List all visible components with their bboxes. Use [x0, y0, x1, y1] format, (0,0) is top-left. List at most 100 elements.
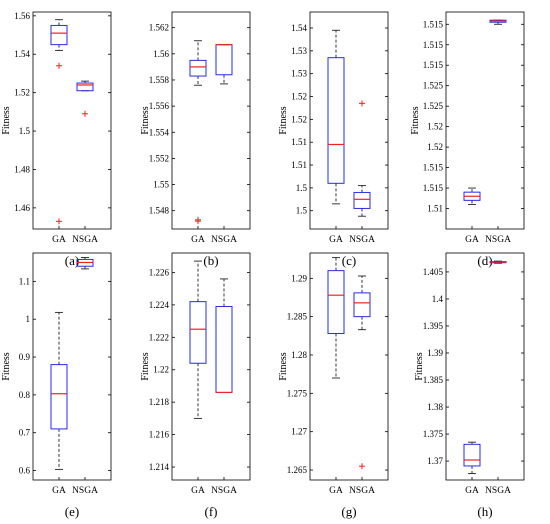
plot-frame: [32, 11, 112, 230]
outlier-marker: [359, 100, 365, 107]
box-ga: [189, 260, 207, 419]
panel-a: 1.46 1.48 1.5 1.52 1.54 1.56 Fitness GA NSGA (a): [1, 11, 112, 268]
plot-frame: [445, 252, 525, 481]
x-tick-label-ga: GA: [52, 486, 66, 496]
x-tick-label-ga: GA: [329, 486, 343, 496]
panel-e: 0.6 0.7 0.8 0.9 1 1.1 Fitness GA NSGA (e): [1, 252, 112, 519]
iqr-box: [50, 364, 68, 430]
panel-h: 1.37 1.375 1.38 1.385 1.39 1.395 1.4 1.405 Fitne…: [414, 252, 525, 519]
iqr-box: [353, 191, 371, 209]
plot-frame: [445, 11, 525, 230]
y-tick-label: 1.28: [291, 350, 307, 360]
y-tick-label: 1.515: [423, 60, 444, 70]
y-axis-label: Fitness: [410, 106, 421, 134]
y-tick-label: 1.29: [291, 273, 307, 283]
y-tick-label: 1.515: [423, 183, 444, 193]
iqr-box: [353, 292, 371, 318]
x-tick-label-nsga: NSGA: [72, 235, 98, 245]
y-tick-label: 1.548: [149, 206, 170, 216]
y-tick-label: 1.562: [149, 23, 169, 33]
plot-frame: [32, 252, 112, 481]
y-tick-label: 1.525: [423, 81, 444, 91]
iqr-box: [463, 443, 481, 467]
y-tick-label: 1.52: [427, 122, 443, 132]
panel-caption: (g): [341, 504, 356, 519]
x-tick-label-ga: GA: [329, 235, 343, 245]
y-tick-label: 1.395: [423, 321, 444, 331]
y-tick-label: 1.515: [423, 163, 444, 173]
y-tick-label: 1.226: [149, 267, 170, 277]
y-axis-label: Fitness: [1, 352, 12, 380]
y-tick-label: 1.552: [149, 153, 169, 163]
y-tick-label: 0.9: [19, 352, 31, 362]
y-tick-label: 1.37: [427, 456, 443, 466]
panel-b: 1.548 1.55 1.552 1.554 1.556 1.558 1.56 1.562 Fi…: [140, 11, 251, 268]
y-tick-label: 1.52: [291, 114, 307, 124]
y-tick-label: 1.525: [423, 101, 444, 111]
y-axis-label: Fitness: [278, 106, 289, 134]
y-tick-label: 1.27: [291, 427, 307, 437]
panel-caption: (a): [65, 253, 79, 268]
y-tick-label: 1.224: [149, 300, 170, 310]
x-tick-label-ga: GA: [465, 235, 479, 245]
y-tick-label: 1.214: [149, 462, 170, 472]
box-nsga: [76, 257, 94, 270]
y-tick-label: 1.53: [291, 46, 307, 56]
panel-caption: (d): [477, 253, 492, 268]
y-tick-label: 1.265: [287, 465, 308, 475]
y-tick-label: 1.558: [149, 75, 170, 85]
y-tick-label: 1.385: [423, 375, 444, 385]
iqr-box: [215, 44, 233, 76]
y-axis-label: Fitness: [140, 106, 151, 134]
y-tick-label: 1.39: [427, 348, 443, 358]
y-tick-label: 1.218: [149, 397, 170, 407]
iqr-box: [189, 301, 207, 364]
y-tick-label: 1.56: [153, 49, 169, 59]
y-axis-label: Fitness: [414, 352, 425, 380]
box-ga: [327, 29, 345, 205]
y-tick-label: 1.515: [423, 40, 444, 50]
x-tick-label-nsga: NSGA: [349, 486, 375, 496]
panel-f: 1.214 1.216 1.218 1.22 1.222 1.224 1.226 Fitnes…: [140, 252, 251, 519]
iqr-box: [50, 24, 68, 46]
y-tick-label: 1.405: [423, 267, 444, 277]
iqr-box: [215, 306, 233, 393]
panel-caption: (e): [65, 504, 79, 519]
panel-g: 1.265 1.27 1.275 1.28 1.285 1.29 Fitness GA NSGA…: [278, 252, 389, 519]
y-tick-label: 1.515: [423, 19, 444, 29]
y-tick-label: 1.22: [153, 365, 169, 375]
x-tick-label-nsga: NSGA: [211, 486, 237, 496]
panel-caption: (h): [477, 504, 492, 519]
box-ga: [50, 19, 68, 225]
outlier-marker: [82, 110, 88, 117]
y-tick-label: 1.48: [14, 164, 30, 174]
y-tick-label: 1.5: [296, 206, 308, 216]
x-tick-label-nsga: NSGA: [349, 235, 375, 245]
plot-frame: [171, 252, 251, 481]
x-tick-label-ga: GA: [465, 486, 479, 496]
y-tick-label: 1.556: [149, 101, 170, 111]
y-axis-label: Fitness: [278, 352, 289, 380]
box-nsga: [76, 80, 94, 117]
outlier-marker: [56, 218, 62, 225]
y-tick-label: 1.38: [427, 402, 443, 412]
outlier-marker: [56, 62, 62, 69]
y-axis-label: Fitness: [1, 106, 12, 134]
box-ga: [50, 311, 68, 470]
iqr-box: [327, 57, 345, 184]
y-tick-label: 1.51: [291, 160, 307, 170]
plot-frame: [309, 11, 389, 230]
y-tick-label: 0.6: [19, 466, 31, 476]
panel-caption: (b): [203, 253, 218, 268]
y-tick-label: 1.56: [14, 11, 30, 21]
y-tick-label: 1.54: [14, 49, 30, 59]
box-nsga: [215, 44, 233, 85]
y-tick-label: 1.216: [149, 430, 170, 440]
box-nsga: [215, 278, 233, 394]
box-ga: [189, 40, 207, 225]
box-nsga: [489, 19, 507, 25]
panel-c: 1.5 1.5 1.51 1.51 1.52 1.52 1.53 1.53 1.54 Fitnes…: [278, 11, 389, 268]
y-tick-label: 1.222: [149, 332, 169, 342]
y-tick-label: 0.7: [19, 428, 31, 438]
